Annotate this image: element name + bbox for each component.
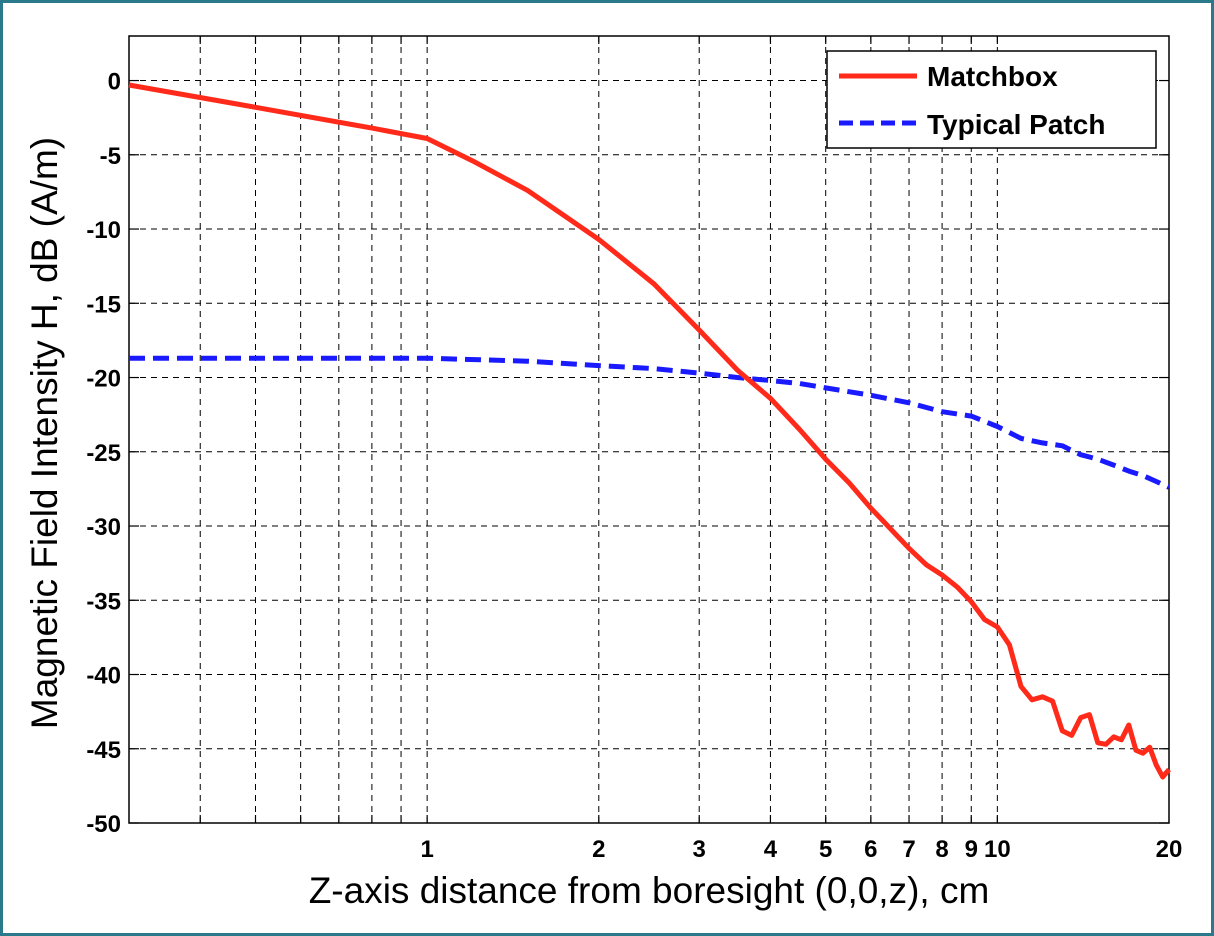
x-axis-label: Z-axis distance from boresight (0,0,z), … (309, 870, 990, 911)
series-line-typical-patch (129, 355, 1171, 490)
x-axis-tick-labels: 1 2 3 4 5 6 7 8 9 10 20 (420, 836, 1182, 863)
x-tick-label: 2 (592, 836, 605, 863)
x-tick-label: 3 (693, 836, 706, 863)
y-tick-label: -30 (86, 514, 121, 541)
axis-tick-marks (129, 36, 1169, 824)
x-tick-label: 10 (984, 836, 1011, 863)
legend-box (826, 50, 1157, 149)
x-tick-label: 4 (764, 836, 778, 863)
y-tick-label: -40 (86, 663, 121, 690)
series-line-matchbox (128, 82, 1171, 780)
y-tick-label: -20 (86, 366, 121, 393)
y-tick-label: -5 (100, 143, 121, 170)
series-layer (128, 82, 1171, 780)
x-tick-label: 5 (819, 836, 832, 863)
x-tick-label: 8 (935, 836, 948, 863)
line-chart: 1 2 3 4 5 6 7 8 9 10 20 0 -5 -10 -15 -20 -25 -30 -35 -40 -4… (24, 35, 1182, 911)
y-tick-label: -35 (86, 588, 121, 615)
x-tick-label: 1 (420, 836, 433, 863)
y-tick-label: -15 (86, 291, 121, 318)
legend-label-typical-patch: Typical Patch (927, 109, 1105, 140)
y-axis-tick-labels: 0 -5 -10 -15 -20 -25 -30 -35 -40 -45 -50 (86, 69, 121, 838)
x-tick-label: 9 (965, 836, 978, 863)
grid-lines (129, 36, 1169, 823)
plot-area-border (128, 35, 1170, 824)
y-tick-label: -25 (86, 440, 121, 467)
y-axis-label: Magnetic Field Intensity H, dB (A/m) (24, 137, 65, 729)
y-tick-label: -10 (86, 217, 121, 244)
legend: Matchbox Typical Patch (826, 50, 1157, 149)
y-tick-label: -45 (86, 737, 121, 764)
y-tick-label: 0 (108, 69, 121, 96)
y-tick-label: -50 (86, 811, 121, 838)
x-tick-label: 7 (902, 836, 915, 863)
legend-label-matchbox: Matchbox (927, 61, 1058, 92)
x-tick-label: 6 (864, 836, 877, 863)
x-tick-label: 20 (1156, 836, 1183, 863)
